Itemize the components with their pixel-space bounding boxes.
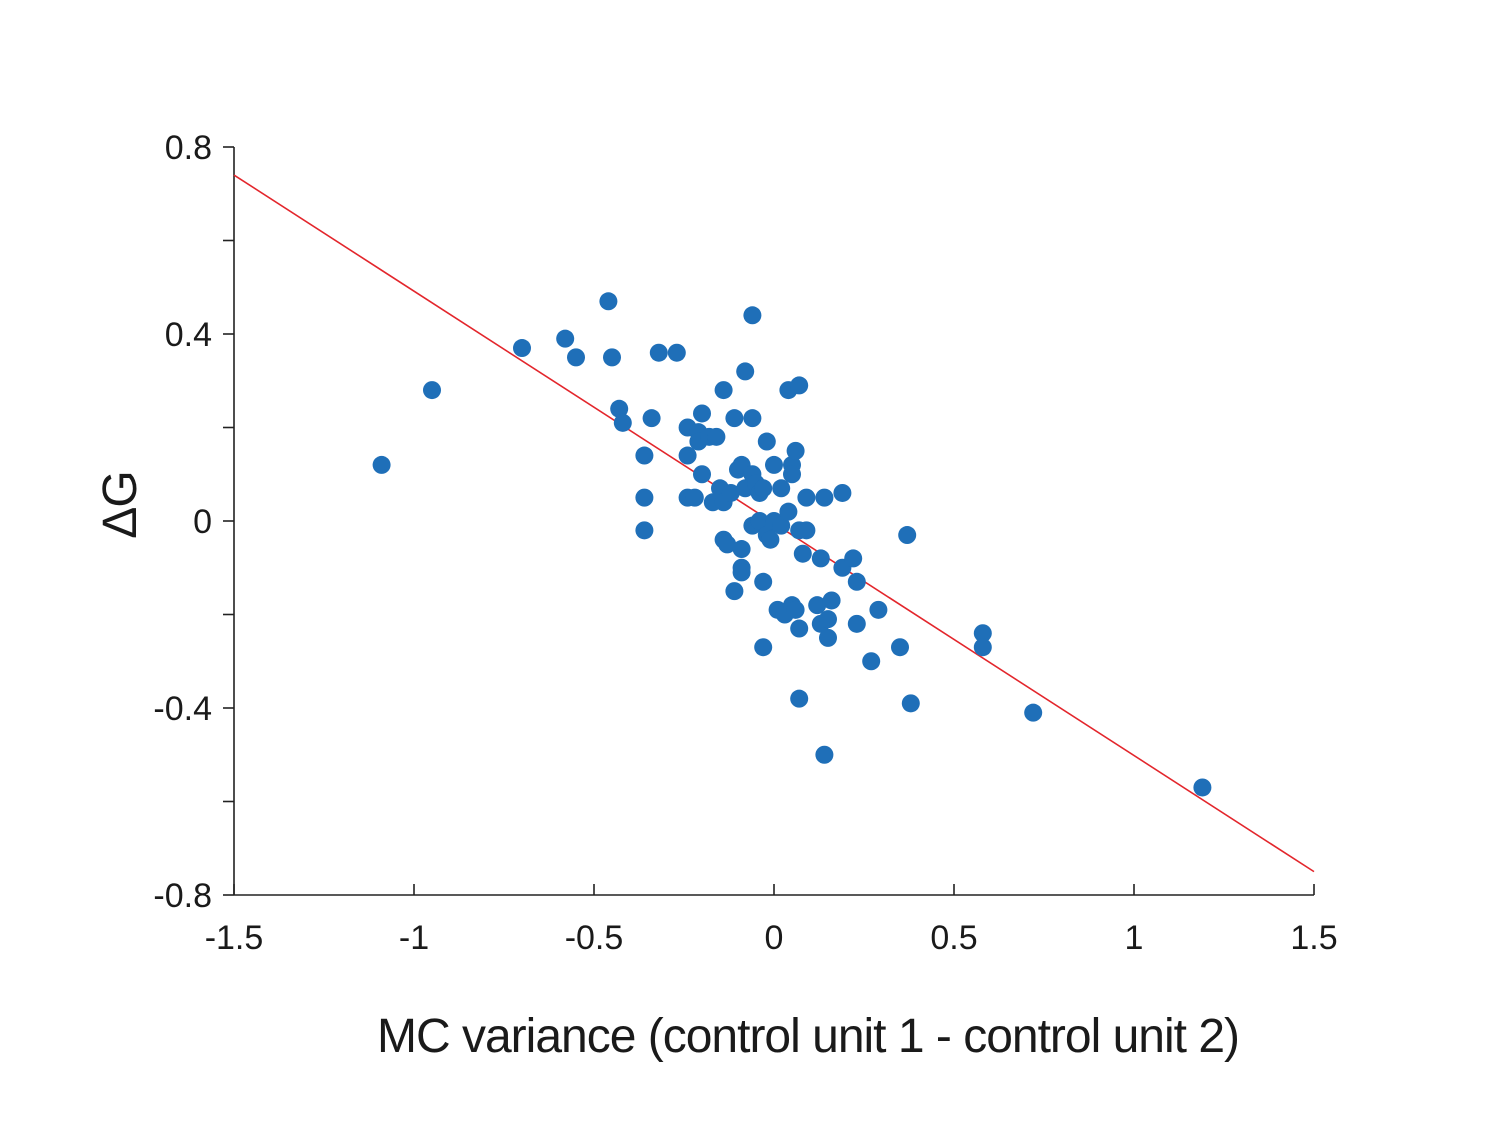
data-point	[901, 694, 920, 713]
data-point	[707, 427, 726, 446]
data-point	[1193, 778, 1212, 797]
data-point	[567, 348, 585, 367]
x-tick-label: -0.5	[565, 919, 624, 957]
data-point	[772, 516, 791, 535]
data-point	[714, 381, 733, 400]
x-tick-label: 0.5	[930, 919, 977, 957]
data-point	[819, 610, 837, 629]
y-tick-label: 0	[193, 503, 212, 541]
data-point	[754, 572, 773, 591]
x-tick-label: -1	[399, 919, 429, 957]
data-point	[603, 348, 621, 367]
data-point	[783, 465, 801, 484]
data-point	[667, 343, 686, 362]
data-point	[725, 582, 744, 601]
data-point	[743, 409, 762, 428]
data-point	[797, 488, 816, 507]
data-point	[693, 465, 711, 484]
data-point	[736, 362, 755, 381]
data-point	[761, 530, 780, 549]
data-point	[610, 399, 629, 418]
data-point	[973, 638, 992, 657]
data-point	[790, 376, 809, 395]
data-point	[649, 343, 668, 362]
data-point	[973, 624, 992, 643]
data-point	[847, 572, 866, 591]
data-point	[811, 549, 830, 568]
data-point	[721, 483, 740, 502]
y-axis-label: ΔG	[94, 471, 147, 538]
data-point	[869, 600, 888, 619]
data-point	[685, 488, 704, 507]
data-point	[556, 329, 575, 348]
x-tick-label: 1.5	[1290, 919, 1337, 957]
data-point	[732, 540, 751, 559]
data-point	[750, 512, 769, 530]
data-point	[423, 381, 441, 400]
data-point	[815, 488, 834, 507]
data-point	[635, 521, 654, 540]
data-point	[613, 413, 632, 432]
data-point	[786, 441, 805, 460]
data-point	[790, 689, 809, 708]
data-point	[635, 488, 654, 507]
data-point	[815, 745, 834, 764]
data-point	[725, 409, 744, 428]
data-point	[743, 306, 762, 325]
data-point	[891, 638, 909, 657]
data-point	[822, 591, 841, 610]
data-point	[819, 628, 837, 647]
data-point	[862, 652, 881, 671]
data-points	[372, 292, 1212, 797]
data-point	[754, 638, 773, 657]
y-tick-label: -0.8	[153, 877, 212, 915]
data-point	[372, 455, 391, 474]
data-point	[898, 526, 917, 545]
y-tick-label: 0.4	[165, 316, 212, 354]
ticks: -0.8 -0.4 0 0.4 0.8 -1.5 -1 -0.5 0 0.5 1 1.5	[153, 129, 1337, 957]
x-tick-label: 0	[765, 919, 784, 957]
data-point	[757, 432, 776, 451]
data-point	[1024, 703, 1043, 722]
x-tick-label: 1	[1125, 919, 1144, 957]
data-point	[599, 292, 618, 311]
data-point	[693, 404, 711, 423]
data-point	[718, 535, 737, 554]
data-point	[790, 619, 809, 638]
data-point	[779, 502, 798, 521]
data-point	[678, 446, 697, 465]
data-point	[642, 409, 661, 428]
data-point	[732, 563, 751, 582]
data-point	[513, 339, 531, 358]
x-axis-label: MC variance (control unit 1 - control un…	[377, 1010, 1239, 1063]
data-point	[847, 614, 866, 633]
y-tick-label: -0.4	[153, 690, 212, 728]
data-point	[833, 483, 852, 502]
data-point	[797, 521, 816, 540]
data-point	[765, 455, 783, 474]
data-point	[786, 600, 805, 619]
y-tick-label: 0.8	[165, 129, 212, 167]
data-point	[754, 479, 773, 498]
data-point	[772, 479, 791, 498]
data-point	[808, 596, 827, 615]
data-point	[793, 544, 812, 563]
data-point	[635, 446, 654, 465]
x-tick-label: -1.5	[205, 919, 264, 957]
data-point	[844, 549, 863, 568]
